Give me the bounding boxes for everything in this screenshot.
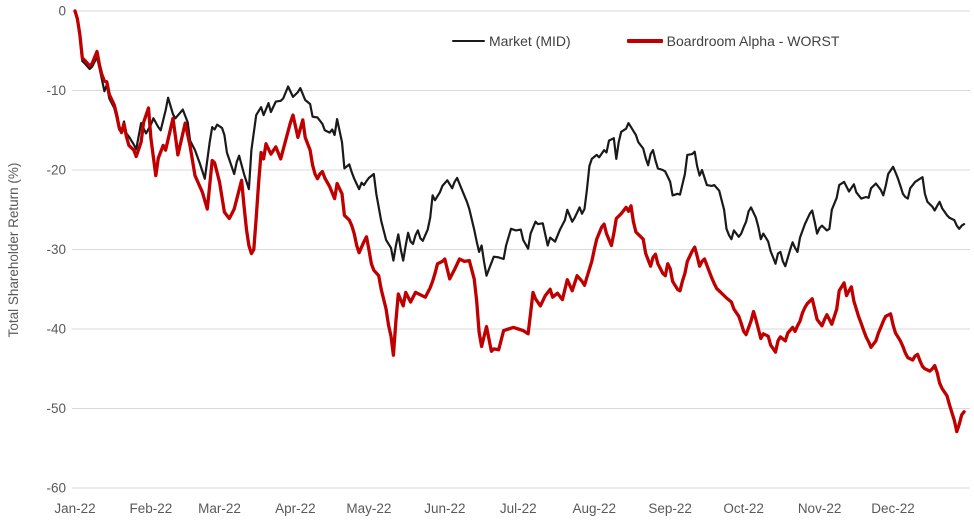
chart-legend: Market (MID) Boardroom Alpha - WORST [452, 33, 839, 49]
x-tick-label: Sep-22 [648, 501, 692, 516]
x-tick-label: Aug-22 [572, 501, 616, 516]
legend-line-swatch-boardroom [626, 39, 663, 43]
y-tick-label: 0 [58, 4, 66, 19]
series-line-market [73, 9, 966, 277]
x-tick-label: Jul-22 [500, 501, 537, 516]
x-tick-label: Dec-22 [871, 501, 915, 516]
legend-item-boardroom: Boardroom Alpha - WORST [626, 33, 840, 49]
x-tick-label: Feb-22 [130, 501, 173, 516]
legend-label-market: Market (MID) [489, 33, 571, 49]
x-tick-label: Nov-22 [798, 501, 842, 516]
y-tick-label: -60 [46, 481, 66, 496]
x-tick-label: Oct-22 [723, 501, 764, 516]
y-tick-label: -50 [46, 401, 66, 416]
legend-label-boardroom: Boardroom Alpha - WORST [666, 33, 840, 49]
legend-line-swatch-market [452, 39, 485, 43]
x-tick-label: Mar-22 [198, 501, 241, 516]
y-tick-label: -40 [46, 322, 66, 337]
y-axis-title: Total Shareholder Return (%) [6, 163, 21, 338]
x-tick-label: Jan-22 [54, 501, 95, 516]
y-tick-label: -10 [46, 83, 66, 98]
legend-item-market: Market (MID) [452, 33, 571, 49]
y-tick-label: -20 [46, 163, 66, 178]
x-tick-label: Jun-22 [424, 501, 465, 516]
x-tick-label: May-22 [346, 501, 391, 516]
x-tick-label: Apr-22 [275, 501, 316, 516]
series-line-boardroom [73, 9, 966, 434]
y-tick-label: -30 [46, 242, 66, 257]
